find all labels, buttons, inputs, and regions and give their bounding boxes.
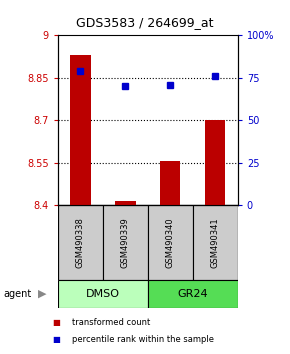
Bar — [205, 120, 225, 205]
Bar — [58, 280, 148, 308]
Bar — [148, 205, 193, 280]
Bar — [160, 161, 180, 205]
Bar — [115, 201, 135, 205]
Text: GSM490338: GSM490338 — [76, 217, 85, 268]
Text: agent: agent — [3, 289, 31, 299]
Bar — [148, 280, 238, 308]
Text: GSM490339: GSM490339 — [121, 217, 130, 268]
Text: DMSO: DMSO — [86, 289, 120, 299]
Text: ▶: ▶ — [38, 289, 46, 299]
Text: GDS3583 / 264699_at: GDS3583 / 264699_at — [76, 16, 214, 29]
Text: GSM490341: GSM490341 — [211, 217, 220, 268]
Text: GR24: GR24 — [177, 289, 208, 299]
Bar — [70, 55, 90, 205]
Text: GSM490340: GSM490340 — [166, 217, 175, 268]
Text: ■: ■ — [52, 318, 60, 327]
Bar — [193, 205, 238, 280]
Bar — [103, 205, 148, 280]
Text: ■: ■ — [52, 335, 60, 344]
Bar — [58, 205, 103, 280]
Text: transformed count: transformed count — [72, 318, 151, 327]
Text: percentile rank within the sample: percentile rank within the sample — [72, 335, 215, 344]
